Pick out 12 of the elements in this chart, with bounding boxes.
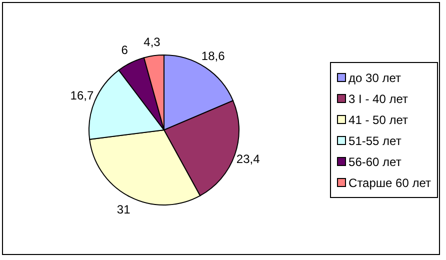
data-label: 18,6 bbox=[201, 48, 226, 63]
legend-label: Старше 60 лет bbox=[348, 176, 431, 190]
legend-label: 56-60 лет bbox=[348, 154, 402, 168]
data-label: 16,7 bbox=[70, 88, 94, 102]
data-label: 6 bbox=[121, 43, 128, 58]
data-label: 31 bbox=[116, 202, 131, 216]
data-label: 4,3 bbox=[144, 34, 161, 49]
legend-label: 41 - 50 лет bbox=[348, 112, 408, 126]
legend-label: до 30 лет bbox=[348, 70, 401, 84]
data-label: 23,4 bbox=[236, 152, 260, 166]
legend-label: 51-55 лет bbox=[348, 134, 402, 148]
legend-label: 3 I - 40 лет bbox=[348, 92, 408, 106]
